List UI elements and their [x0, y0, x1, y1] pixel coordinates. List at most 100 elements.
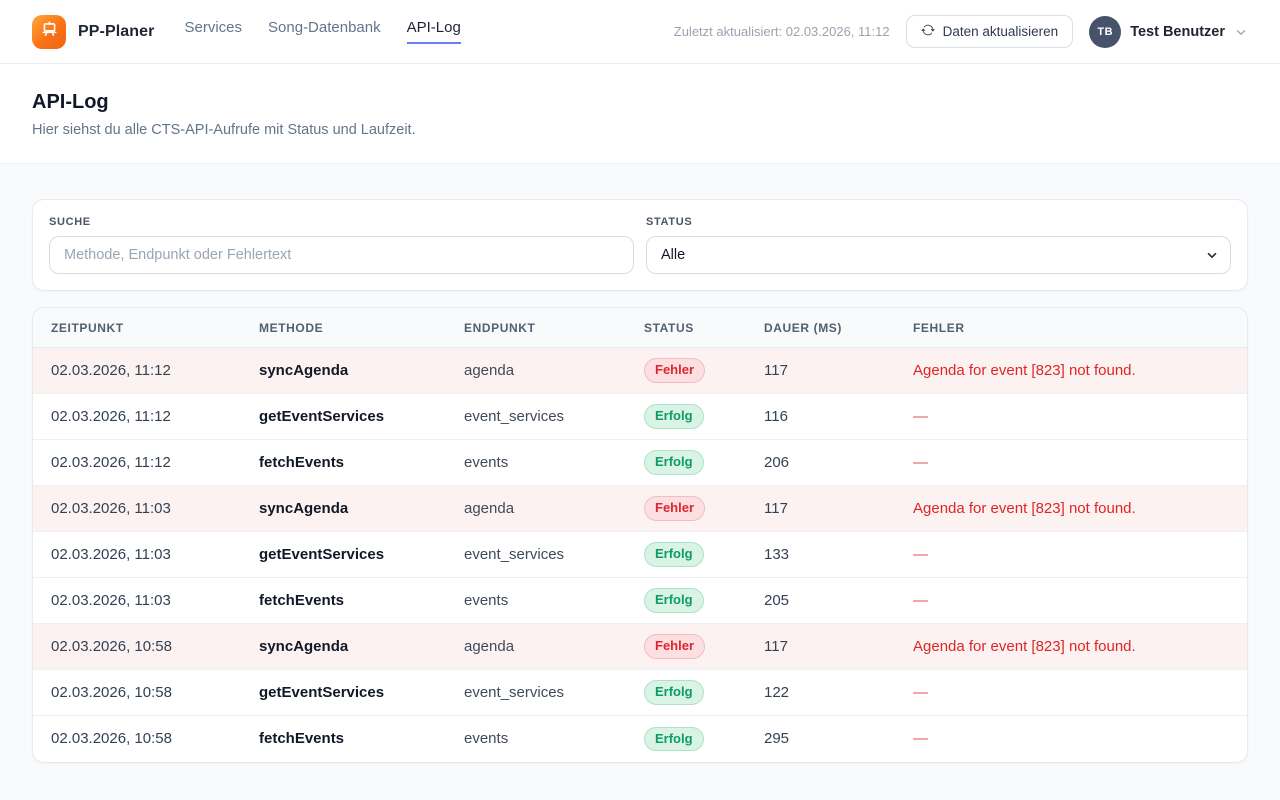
column-header: FEHLER — [895, 308, 1247, 348]
cell-duration: 295 — [746, 715, 895, 762]
status-select[interactable]: Alle — [646, 236, 1231, 274]
table-row: 02.03.2026, 11:03 fetchEvents events Erfolg… — [33, 577, 1247, 624]
cell-method: syncAgenda — [259, 362, 349, 379]
cell-duration: 122 — [746, 669, 895, 716]
cell-endpoint: agenda — [464, 362, 515, 379]
cell-duration: 116 — [746, 393, 895, 440]
cell-error: — — [895, 393, 1247, 440]
status-badge: Erfolg — [644, 450, 704, 475]
cell-error: — — [895, 531, 1247, 578]
cell-method: getEventServices — [241, 531, 446, 578]
status-badge: Erfolg — [644, 680, 704, 705]
cell-duration: 206 — [746, 439, 895, 486]
cell-timestamp: 02.03.2026, 10:58 — [33, 669, 241, 716]
cell-endpoint: event_services — [446, 531, 626, 578]
api-log-table: ZEITPUNKT METHODE ENDPUNKT STATUS DAUER (MS)… — [33, 308, 1247, 762]
app-header: PP-Planer Services Song-Datenbank API-Log … — [0, 0, 1280, 64]
cell-duration: 117 — [764, 362, 788, 379]
table-row: 02.03.2026, 11:12 syncAgenda agenda Fehler 1… — [33, 347, 1247, 394]
presentation-board-icon — [40, 20, 59, 44]
main-content: SUCHE STATUS Alle — [0, 164, 1280, 795]
cell-status: Erfolg — [626, 715, 746, 762]
nav-item-api-log[interactable]: API-Log — [406, 19, 461, 44]
page-title: API-Log — [32, 91, 109, 113]
cell-error: — — [895, 715, 1247, 762]
column-header: STATUS — [626, 308, 746, 348]
refresh-icon — [920, 23, 935, 40]
cell-method: syncAgenda — [241, 485, 446, 532]
cell-endpoint: events — [446, 577, 626, 624]
search-field-group: SUCHE — [49, 216, 634, 274]
table-row: 02.03.2026, 10:58 getEventServices event_s… — [33, 669, 1247, 716]
user-menu[interactable]: TB Test Benutzer — [1089, 15, 1248, 48]
cell-method: getEventServices — [241, 393, 446, 440]
chevron-down-icon — [1234, 25, 1248, 39]
header-right: Zuletzt aktualisiert: 02.03.2026, 11:12 … — [674, 15, 1248, 48]
cell-timestamp: 02.03.2026, 11:03 — [33, 485, 241, 532]
cell-method: getEventServices — [241, 669, 446, 716]
page-title-block: API-Log Hier siehst du alle CTS-API-Aufr… — [0, 64, 1280, 164]
status-badge: Fehler — [644, 634, 706, 659]
avatar: TB — [1089, 15, 1122, 48]
column-header: METHODE — [241, 308, 446, 348]
brand-name: PP-Planer — [78, 22, 155, 40]
cell-error: Agenda for event [823] not found. — [913, 362, 1136, 379]
table-row: 02.03.2026, 11:03 getEventServices event_s… — [33, 531, 1247, 578]
cell-error: — — [895, 669, 1247, 716]
status-badge: Erfolg — [644, 404, 704, 429]
cell-endpoint: event_services — [446, 393, 626, 440]
cell-status: Erfolg — [626, 439, 746, 486]
user-name: Test Benutzer — [1130, 23, 1225, 40]
status-badge: Fehler — [644, 496, 706, 521]
table-row: 02.03.2026, 11:12 fetchEvents events Erfolg… — [33, 439, 1247, 486]
cell-endpoint: event_services — [446, 669, 626, 716]
cell-endpoint: agenda — [446, 623, 626, 670]
status-badge: Fehler — [644, 358, 706, 383]
cell-error: Agenda for event [823] not found. — [895, 623, 1247, 670]
table-row: 02.03.2026, 11:12 getEventServices event_s… — [33, 393, 1247, 440]
table-header-row: ZEITPUNKT METHODE ENDPUNKT STATUS DAUER (MS)… — [33, 308, 1247, 348]
column-header: ENDPUNKT — [446, 308, 626, 348]
refresh-button-label: Daten aktualisieren — [942, 24, 1059, 39]
cell-status: Erfolg — [626, 531, 746, 578]
last-updated-text: Zuletzt aktualisiert: 02.03.2026, 11:12 — [673, 24, 890, 39]
main-nav: Services Song-Datenbank API-Log — [185, 19, 461, 44]
cell-status: Erfolg — [626, 577, 746, 624]
filter-card: SUCHE STATUS Alle — [32, 199, 1248, 291]
cell-timestamp: 02.03.2026, 11:12 — [33, 393, 241, 440]
nav-item-song-datenbank[interactable]: Song-Datenbank — [268, 19, 381, 36]
table-row: 02.03.2026, 11:03 syncAgenda agenda Fehler 1… — [33, 485, 1247, 532]
table-row: 02.03.2026, 10:58 syncAgenda agenda Fehler 1… — [33, 623, 1247, 670]
search-input[interactable] — [49, 236, 634, 274]
brand: PP-Planer — [32, 14, 155, 49]
cell-error: Agenda for event [823] not found. — [895, 485, 1247, 532]
cell-status: Fehler — [626, 623, 746, 670]
nav-item-services[interactable]: Services — [184, 19, 243, 36]
cell-timestamp: 02.03.2026, 11:03 — [33, 577, 241, 624]
cell-method: fetchEvents — [241, 715, 446, 762]
cell-duration: 133 — [746, 531, 895, 578]
status-badge: Erfolg — [644, 588, 704, 613]
cell-status: Erfolg — [626, 669, 746, 716]
api-log-table-card: ZEITPUNKT METHODE ENDPUNKT STATUS DAUER (MS)… — [32, 307, 1248, 763]
cell-timestamp: 02.03.2026, 10:58 — [33, 715, 241, 762]
cell-duration: 205 — [746, 577, 895, 624]
status-field-group: STATUS Alle — [646, 216, 1231, 274]
cell-status: Fehler — [626, 348, 746, 394]
column-header: DAUER (MS) — [746, 308, 895, 348]
search-label: SUCHE — [49, 216, 91, 228]
cell-endpoint: events — [446, 439, 626, 486]
status-badge: Erfolg — [644, 542, 704, 567]
refresh-data-button[interactable]: Daten aktualisieren — [905, 15, 1074, 48]
cell-duration: 117 — [746, 623, 895, 670]
cell-status: Fehler — [626, 485, 746, 532]
status-badge: Erfolg — [644, 726, 704, 751]
table-body: 02.03.2026, 11:12 syncAgenda agenda Fehler 1… — [33, 347, 1247, 762]
cell-method: fetchEvents — [241, 439, 446, 486]
app-logo — [32, 14, 66, 49]
cell-endpoint: events — [446, 715, 626, 762]
cell-duration: 117 — [746, 485, 895, 532]
cell-timestamp: 02.03.2026, 11:12 — [51, 362, 171, 379]
cell-method: fetchEvents — [241, 577, 446, 624]
cell-timestamp: 02.03.2026, 10:58 — [33, 623, 241, 670]
